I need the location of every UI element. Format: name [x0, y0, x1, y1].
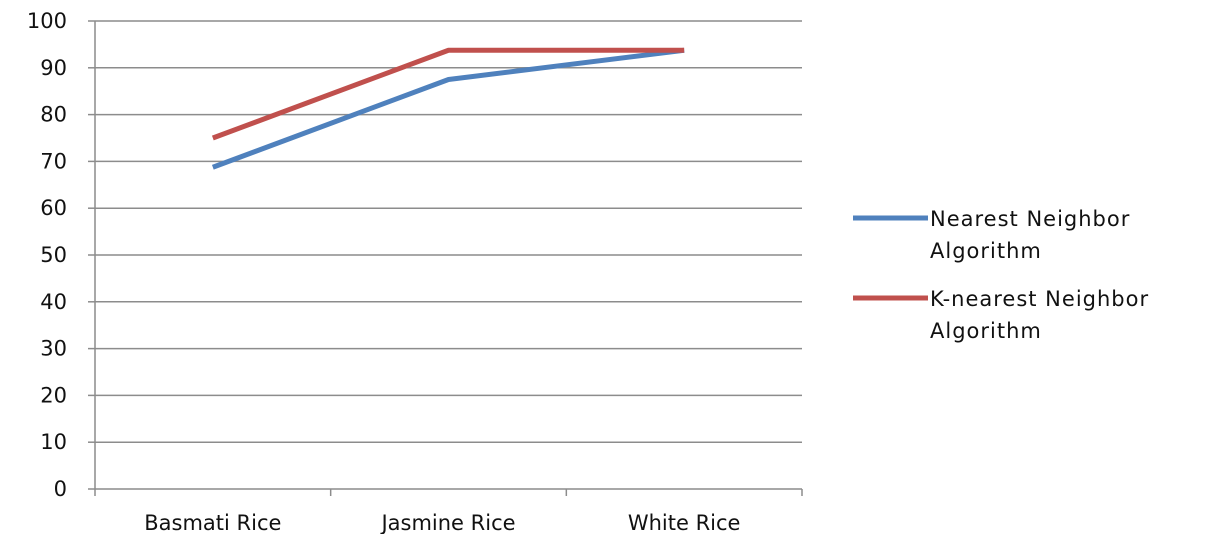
legend-label-1: Algorithm: [930, 239, 1042, 263]
legend-label-2: Algorithm: [930, 319, 1042, 343]
y-tick-label: 60: [40, 196, 67, 220]
y-tick-label: 80: [40, 103, 67, 127]
y-tick-label: 0: [54, 477, 67, 501]
series-lines: [211, 47, 685, 170]
y-tick-label: 20: [40, 383, 67, 407]
y-tick-label: 100: [27, 9, 67, 33]
x-axis-ticks: Basmati Rice Jasmine Rice White Rice: [94, 489, 803, 534]
y-tick-label: 90: [40, 56, 67, 80]
y-tick-label: 30: [40, 337, 67, 361]
series-line-2: [211, 47, 685, 141]
y-tick-label: 50: [40, 243, 67, 267]
legend: Nearest Neighbor Algorithm K-nearest Neigh…: [853, 207, 1149, 343]
x-tick-label: Jasmine Rice: [379, 511, 515, 534]
legend-label-2: K-nearest Neighbor: [930, 287, 1149, 311]
legend-label-1: Nearest Neighbor: [930, 207, 1130, 231]
x-tick-label: Basmati Rice: [144, 511, 281, 534]
x-tick-label: White Rice: [628, 511, 741, 534]
y-tick-label: 10: [40, 430, 67, 454]
gridlines: [95, 20, 802, 443]
y-axis-ticks: 0 10 20 30 40 50 60 70 80 90 100: [27, 9, 95, 501]
y-tick-label: 70: [40, 149, 67, 173]
y-tick-label: 40: [40, 290, 67, 314]
series-line-1: [211, 47, 685, 170]
